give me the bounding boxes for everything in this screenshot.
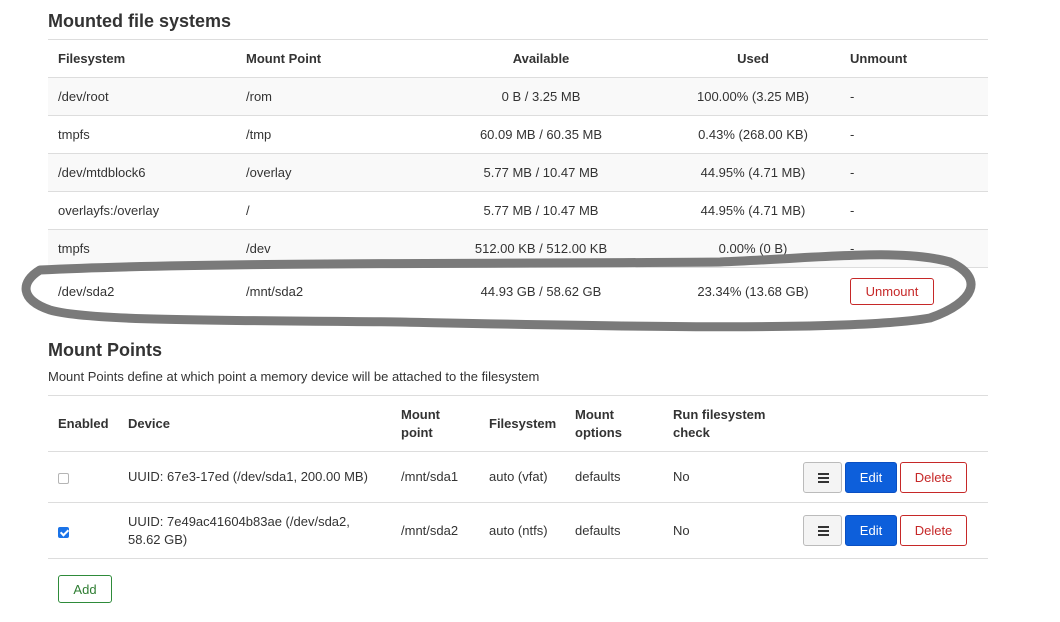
- cell-unmount: -: [840, 77, 988, 116]
- edit-button[interactable]: Edit: [845, 461, 897, 493]
- cell-used: 23.34% (13.68 GB): [666, 267, 840, 314]
- table-row: /dev/sda2 /mnt/sda2 44.93 GB / 58.62 GB …: [48, 267, 988, 314]
- cell-unmount: -: [840, 229, 988, 268]
- cell-fs-check: No: [663, 451, 793, 503]
- table-header-row: Filesystem Mount Point Available Used Un…: [48, 39, 988, 78]
- cell-mount-point: /mnt/sda2: [236, 267, 416, 314]
- cell-mount-point: /: [236, 191, 416, 230]
- cell-used: 44.95% (4.71 MB): [666, 191, 840, 230]
- table-row: tmpfs /dev 512.00 KB / 512.00 KB 0.00% (…: [48, 229, 988, 268]
- cell-filesystem: auto (ntfs): [479, 502, 565, 559]
- col-unmount: Unmount: [840, 39, 988, 78]
- col-used: Used: [666, 39, 840, 78]
- cell-available: 5.77 MB / 10.47 MB: [416, 191, 666, 230]
- table-row: tmpfs /tmp 60.09 MB / 60.35 MB 0.43% (26…: [48, 115, 988, 154]
- add-button[interactable]: Add: [58, 575, 112, 603]
- cell-unmount: -: [840, 115, 988, 154]
- cell-used: 0.43% (268.00 KB): [666, 115, 840, 154]
- cell-available: 44.93 GB / 58.62 GB: [416, 267, 666, 314]
- cell-filesystem: /dev/root: [48, 77, 236, 116]
- col-mount-point: Mount Point: [236, 39, 416, 78]
- cell-enabled: [48, 502, 118, 559]
- cell-filesystem: /dev/sda2: [48, 267, 236, 314]
- cell-mount-options: defaults: [565, 451, 663, 503]
- delete-button[interactable]: Delete: [900, 515, 967, 546]
- cell-unmount: Unmount: [840, 267, 988, 314]
- mount-points-title: Mount Points: [48, 340, 162, 360]
- mount-points-table: Enabled Device Mount point Filesystem Mou…: [48, 395, 988, 559]
- mounted-fs-table: Filesystem Mount Point Available Used Un…: [48, 39, 988, 314]
- col-available: Available: [416, 39, 666, 78]
- cell-mount-point: /overlay: [236, 153, 416, 192]
- cell-mount-point: /mnt/sda2: [391, 502, 479, 559]
- col-mount-point: Mount point: [391, 395, 479, 452]
- mount-points-description: Mount Points define at which point a mem…: [48, 369, 540, 384]
- cell-filesystem: tmpfs: [48, 115, 236, 154]
- cell-used: 0.00% (0 B): [666, 229, 840, 268]
- col-device: Device: [118, 395, 391, 452]
- col-enabled: Enabled: [48, 395, 118, 452]
- mounted-fs-title: Mounted file systems: [48, 11, 232, 31]
- unmount-button[interactable]: Unmount: [850, 277, 934, 305]
- reorder-button[interactable]: [803, 461, 842, 493]
- cell-filesystem: /dev/mtdblock6: [48, 153, 236, 192]
- col-mount-options: Mount options: [565, 395, 663, 452]
- table-header-row: Enabled Device Mount point Filesystem Mou…: [48, 395, 988, 452]
- cell-device: UUID: 7e49ac41604b83ae (/dev/sda2, 58.62 …: [118, 502, 391, 559]
- cell-available: 0 B / 3.25 MB: [416, 77, 666, 116]
- cell-actions: Edit Delete: [793, 451, 988, 503]
- table-row: /dev/root /rom 0 B / 3.25 MB 100.00% (3.…: [48, 77, 988, 116]
- enabled-checkbox[interactable]: [58, 526, 69, 538]
- col-actions: [793, 395, 988, 452]
- cell-available: 512.00 KB / 512.00 KB: [416, 229, 666, 268]
- cell-unmount: -: [840, 153, 988, 192]
- cell-available: 5.77 MB / 10.47 MB: [416, 153, 666, 192]
- reorder-button[interactable]: [803, 515, 842, 546]
- delete-button[interactable]: Delete: [900, 461, 967, 493]
- cell-mount-point: /mnt/sda1: [391, 451, 479, 503]
- cell-mount-options: defaults: [565, 502, 663, 559]
- cell-device: UUID: 67e3-17ed (/dev/sda1, 200.00 MB): [118, 451, 391, 503]
- cell-mount-point: /tmp: [236, 115, 416, 154]
- col-filesystem: Filesystem: [479, 395, 565, 452]
- cell-mount-point: /dev: [236, 229, 416, 268]
- cell-unmount: -: [840, 191, 988, 230]
- cell-fs-check: No: [663, 502, 793, 559]
- table-row: UUID: 67e3-17ed (/dev/sda1, 200.00 MB) /…: [48, 451, 988, 503]
- cell-filesystem: tmpfs: [48, 229, 236, 268]
- cell-enabled: [48, 451, 118, 503]
- edit-button[interactable]: Edit: [845, 515, 897, 546]
- cell-used: 44.95% (4.71 MB): [666, 153, 840, 192]
- table-row: /dev/mtdblock6 /overlay 5.77 MB / 10.47 …: [48, 153, 988, 192]
- cell-filesystem: auto (vfat): [479, 451, 565, 503]
- table-row: overlayfs:/overlay / 5.77 MB / 10.47 MB …: [48, 191, 988, 230]
- col-fs-check: Run filesystem check: [663, 395, 793, 452]
- cell-actions: Edit Delete: [793, 502, 988, 559]
- table-row: UUID: 7e49ac41604b83ae (/dev/sda2, 58.62 …: [48, 502, 988, 559]
- cell-used: 100.00% (3.25 MB): [666, 77, 840, 116]
- col-filesystem: Filesystem: [48, 39, 236, 78]
- cell-available: 60.09 MB / 60.35 MB: [416, 115, 666, 154]
- cell-mount-point: /rom: [236, 77, 416, 116]
- cell-filesystem: overlayfs:/overlay: [48, 191, 236, 230]
- enabled-checkbox[interactable]: [58, 473, 69, 484]
